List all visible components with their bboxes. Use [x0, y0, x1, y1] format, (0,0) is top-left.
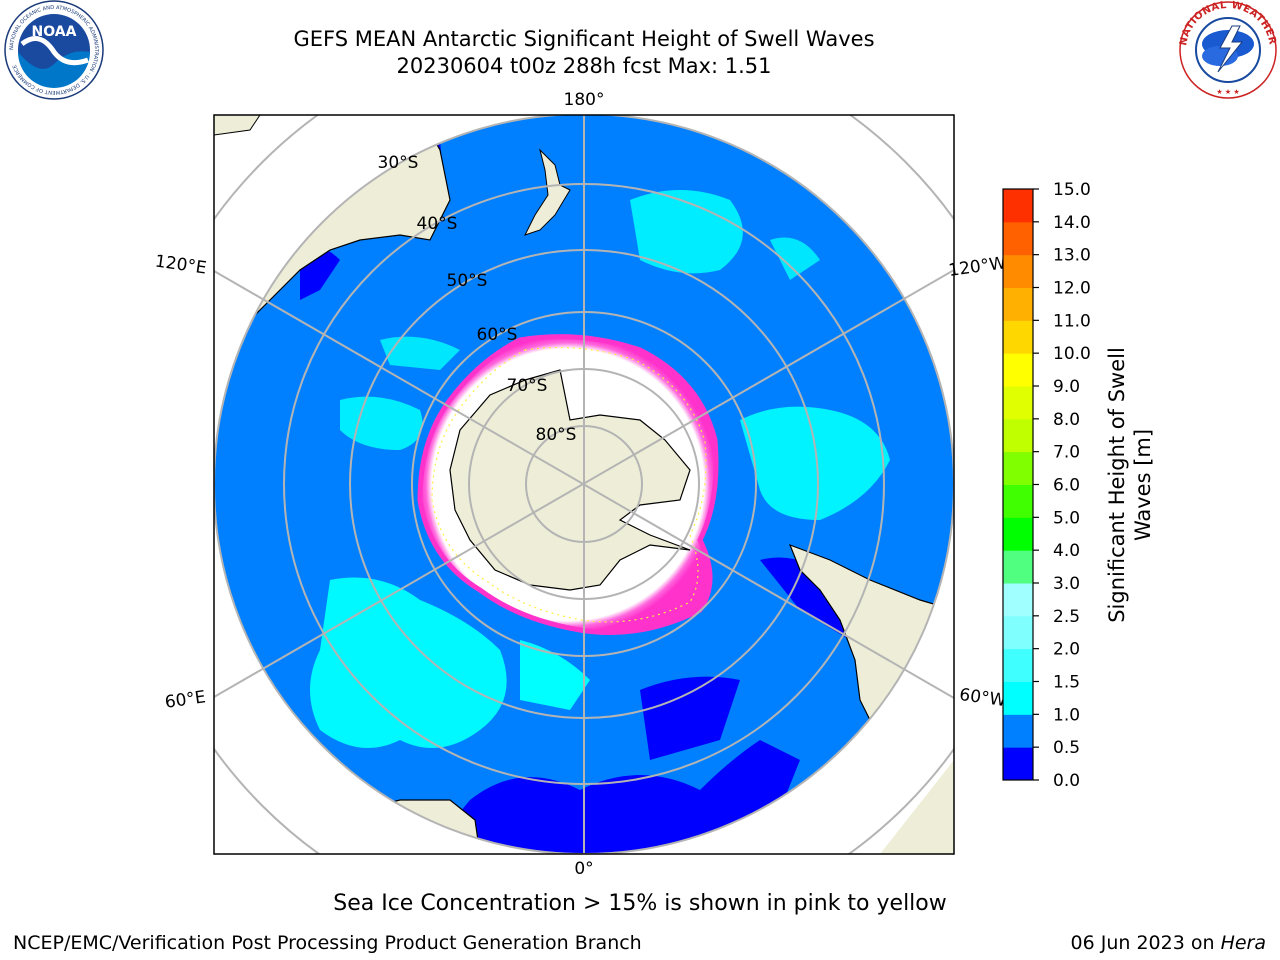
lon-label-60w: 60°W — [958, 685, 1007, 711]
lon-label-0: 0° — [574, 859, 593, 879]
noaa-logo-text: NOAA — [32, 24, 77, 40]
antarctica — [449, 369, 691, 591]
lat-label-60s: 60°S — [477, 325, 518, 345]
svg-text:★ ★ ★: ★ ★ ★ — [1216, 88, 1239, 96]
noaa-logo-icon: NOAA NATIONAL OCEANIC AND ATMOSPHERIC AD… — [4, 0, 104, 100]
lat-label-50s: 50°S — [447, 271, 488, 291]
graticule — [214, 115, 954, 854]
map-title: GEFS MEAN Antarctic Significant Height o… — [293, 27, 875, 51]
lat-label-80s: 80°S — [536, 425, 577, 445]
map-subtitle: 20230604 t00z 288h fcst Max: 1.51 — [396, 54, 772, 78]
host-name: Hera — [1220, 932, 1266, 954]
lat-label-40s: 40°S — [417, 214, 458, 234]
date-text: 06 Jun 2023 on Hera — [1071, 932, 1267, 954]
lon-label-180: 180° — [564, 90, 605, 110]
credit-text: NCEP/EMC/Verification Post Processing Pr… — [13, 932, 642, 954]
lon-label-120w: 120°W — [947, 253, 1007, 281]
lat-label-70s: 70°S — [507, 376, 548, 396]
lat-label-30s: 30°S — [378, 153, 419, 173]
lon-label-60e: 60°E — [164, 687, 207, 712]
lon-label-120e: 120°E — [154, 252, 208, 279]
date-value: 06 Jun 2023 on — [1070, 932, 1215, 954]
sea-ice-note: Sea Ice Concentration > 15% is shown in … — [333, 891, 947, 916]
nws-logo-icon: NATIONAL WEATHER SERVICE ★ ★ ★ — [1176, 0, 1278, 99]
